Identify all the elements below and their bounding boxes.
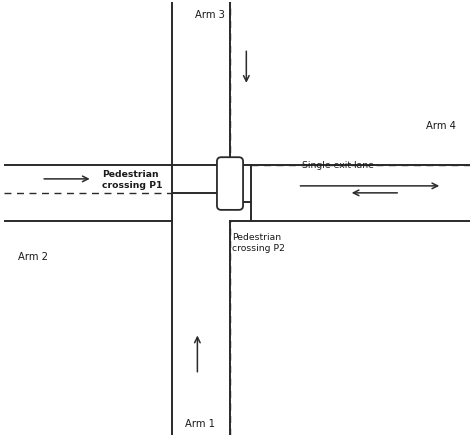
Text: Arm 2: Arm 2 (18, 251, 48, 261)
FancyBboxPatch shape (217, 158, 243, 210)
Text: Arm 4: Arm 4 (426, 121, 456, 131)
Text: Arm 1: Arm 1 (185, 418, 215, 428)
Text: Single exit lane: Single exit lane (302, 160, 374, 169)
Text: Arm 3: Arm 3 (195, 10, 225, 20)
Text: Pedestrian
crossing P1: Pedestrian crossing P1 (102, 170, 162, 189)
Text: Pedestrian
crossing P2: Pedestrian crossing P2 (232, 233, 285, 252)
